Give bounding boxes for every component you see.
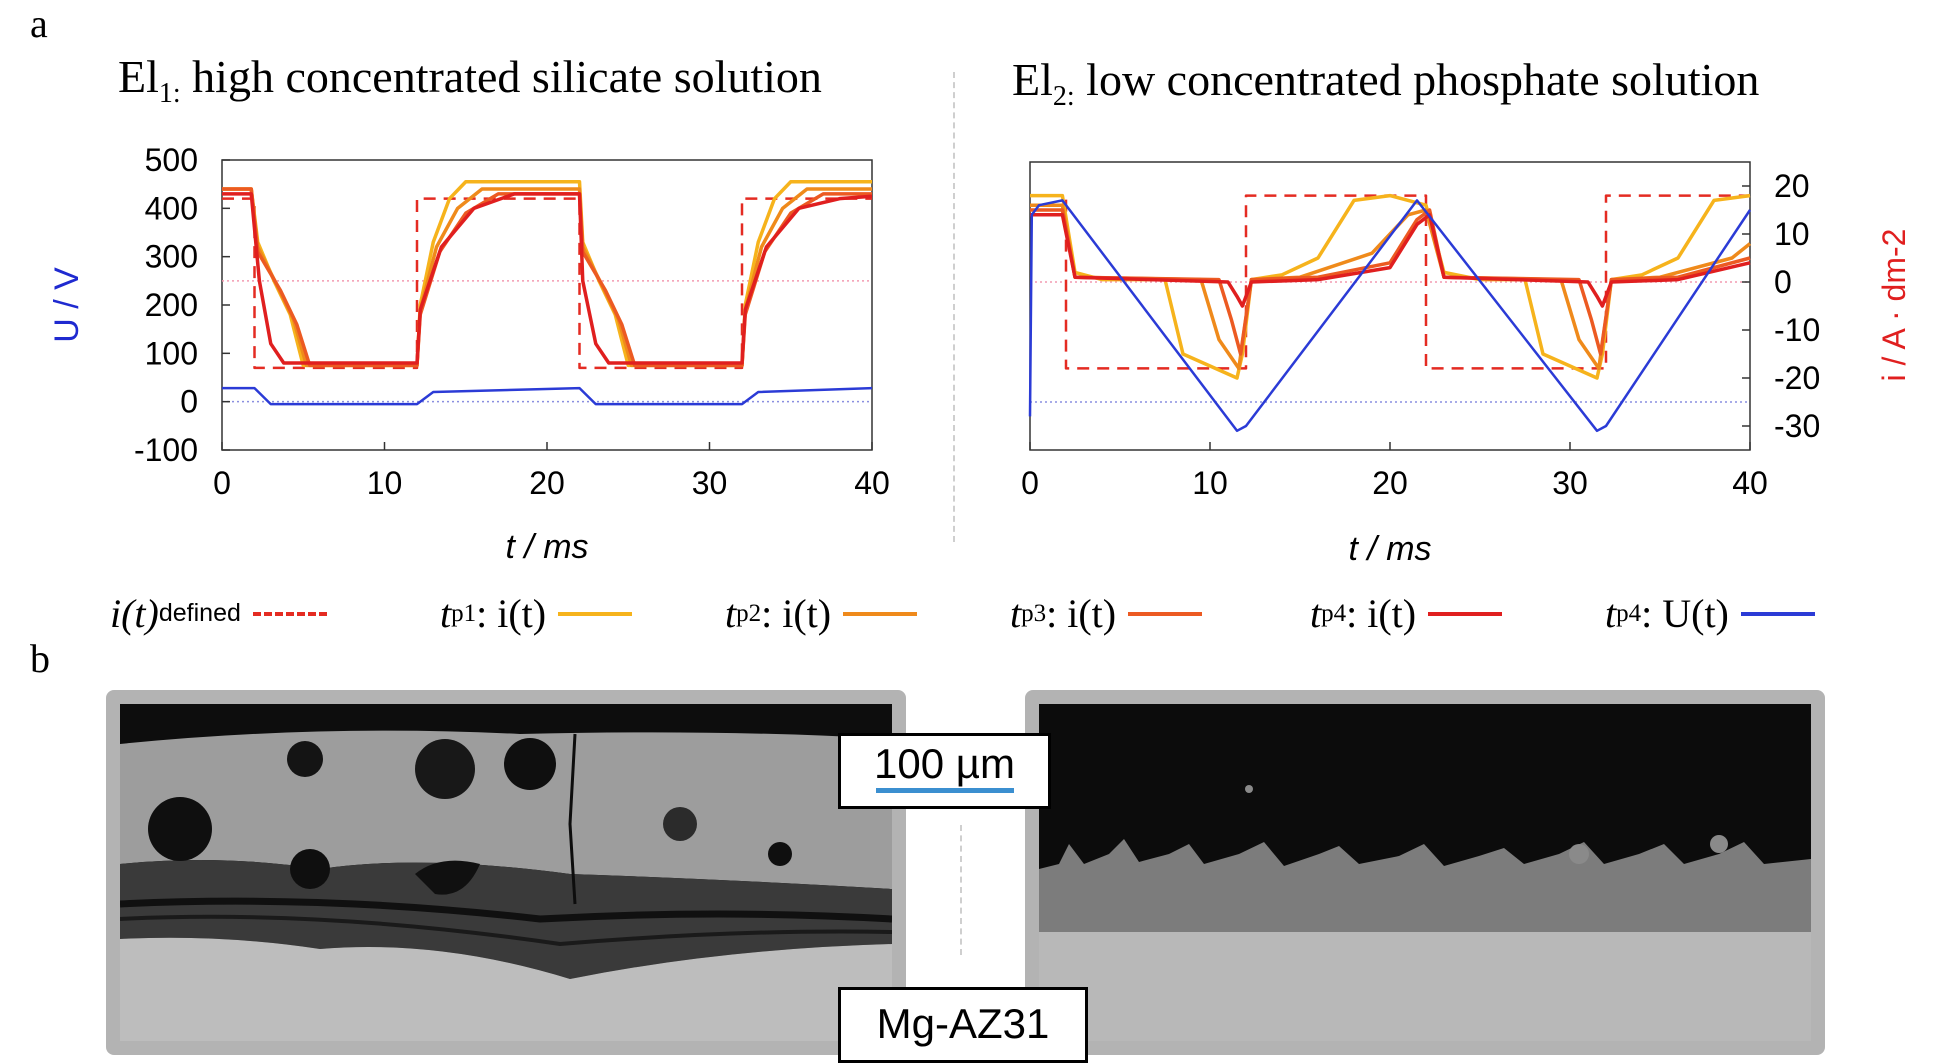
- scale-bar-line: [876, 788, 1014, 793]
- right-x-tick-label: 30: [1552, 465, 1588, 501]
- legend-item: t p4: U(t): [1605, 590, 1815, 637]
- legend-swatch: [1428, 611, 1503, 616]
- right-series-tp3: [1030, 208, 1751, 356]
- left-chart-title: El1: high concentrated silicate solution: [118, 51, 822, 110]
- right-y-tick-label: 10: [1774, 216, 1810, 252]
- sem-image-phosphate: [1025, 690, 1825, 1055]
- left-y-tick-label: -100: [134, 432, 198, 468]
- right-x-tick-label: 0: [1021, 465, 1039, 501]
- left-x-tick-label: 20: [529, 465, 565, 501]
- legend-item: t p1: i(t): [440, 590, 633, 637]
- sem-left-crack: [568, 733, 577, 905]
- right-series-voltage: [1028, 199, 1752, 433]
- sem-left-pore: [663, 807, 697, 841]
- sem-left-crack: [120, 897, 892, 923]
- center-connector: [960, 825, 962, 955]
- left-series-tp4: [222, 192, 873, 365]
- left-x-tick-label: 40: [854, 465, 890, 501]
- right-y-tick-label: 0: [1774, 264, 1792, 300]
- legend-item: t p4: i(t): [1310, 590, 1503, 637]
- left-chart: 0 10 20 30 40 -100 0 100 200 300 400 500 t / ms U /…: [48, 142, 890, 566]
- left-series-tp2: [222, 187, 872, 368]
- panel-a-label: a: [30, 1, 48, 46]
- sem-left-pore: [504, 738, 556, 790]
- right-series-tp4: [1030, 213, 1751, 308]
- legend-swatch: [1128, 611, 1203, 616]
- left-x-tick-label: 0: [213, 465, 231, 501]
- right-x-tick-label: 20: [1372, 465, 1408, 501]
- legend-swatch: [843, 611, 918, 616]
- sem-left-pore: [415, 739, 475, 799]
- sem-right-particle: [1569, 844, 1589, 864]
- left-x-tick-label: 30: [692, 465, 728, 501]
- sem-right-particle: [1710, 835, 1728, 853]
- right-y-axis-label: i / A · dm-2: [1876, 229, 1912, 382]
- left-series-tp1: [222, 180, 872, 368]
- left-y-tick-label: 200: [145, 287, 198, 323]
- right-series-tp1: [1030, 193, 1751, 380]
- left-y-tick-label: 300: [145, 239, 198, 275]
- sem-left-pore: [290, 849, 330, 889]
- right-series-defined: [1030, 194, 1750, 370]
- sem-right-particle: [1245, 785, 1253, 793]
- sem-left-pore: [768, 842, 792, 866]
- legend-item: t p3: i(t): [1010, 590, 1203, 637]
- right-chart-title: El2: low concentrated phosphate solution: [1012, 54, 1760, 113]
- left-y-axis-label: U / V: [48, 267, 86, 343]
- right-x-tick-label: 40: [1732, 465, 1768, 501]
- right-y-tick-label: -10: [1774, 312, 1820, 348]
- right-series-tp2: [1030, 203, 1752, 371]
- legend-swatch: [1740, 611, 1815, 616]
- right-y-tick-label: -20: [1774, 360, 1820, 396]
- substrate-label: Mg-AZ31: [838, 987, 1088, 1063]
- left-x-tick-label: 10: [367, 465, 403, 501]
- legend-item: i(t) defined: [110, 590, 327, 637]
- sem-left-interlayer: [120, 860, 892, 979]
- right-plot-frame: [1029, 161, 1751, 451]
- sem-left-substrate: [120, 937, 892, 1041]
- left-y-tick-label: 500: [145, 142, 198, 178]
- right-x-tick-label: 10: [1192, 465, 1228, 501]
- sem-left-pore: [415, 860, 480, 895]
- legend-item: t p2: i(t): [725, 590, 918, 637]
- sem-left-pore: [287, 741, 323, 777]
- left-y-tick-label: 0: [180, 384, 198, 420]
- left-series-tp3: [222, 187, 872, 368]
- legend-swatch: [252, 611, 327, 616]
- sem-image-silicate: [106, 690, 906, 1055]
- sem-left-pore: [148, 797, 212, 861]
- right-y-tick-label: 20: [1774, 168, 1810, 204]
- panel-divider: [953, 72, 955, 542]
- left-y-tick-label: 400: [145, 190, 198, 226]
- left-y-tick-label: 100: [145, 335, 198, 371]
- panel-b-label: b: [30, 636, 50, 681]
- right-chart: 0 10 20 30 40-30 -20 -10 0 10 20 t / ms i / A · d…: [1021, 161, 1912, 568]
- right-y-tick-label: -30: [1774, 408, 1820, 444]
- sem-right-coating: [1039, 839, 1811, 934]
- legend-swatch: [558, 611, 633, 616]
- scale-bar-box: 100 µm: [838, 733, 1051, 809]
- right-x-axis-label: t / ms: [1348, 530, 1431, 568]
- left-x-axis-label: t / ms: [505, 528, 588, 566]
- scale-bar-label: 100 µm: [874, 740, 1015, 787]
- sem-left-crack: [120, 914, 892, 947]
- left-series-voltage: [222, 386, 873, 406]
- sem-right-substrate: [1039, 932, 1811, 1041]
